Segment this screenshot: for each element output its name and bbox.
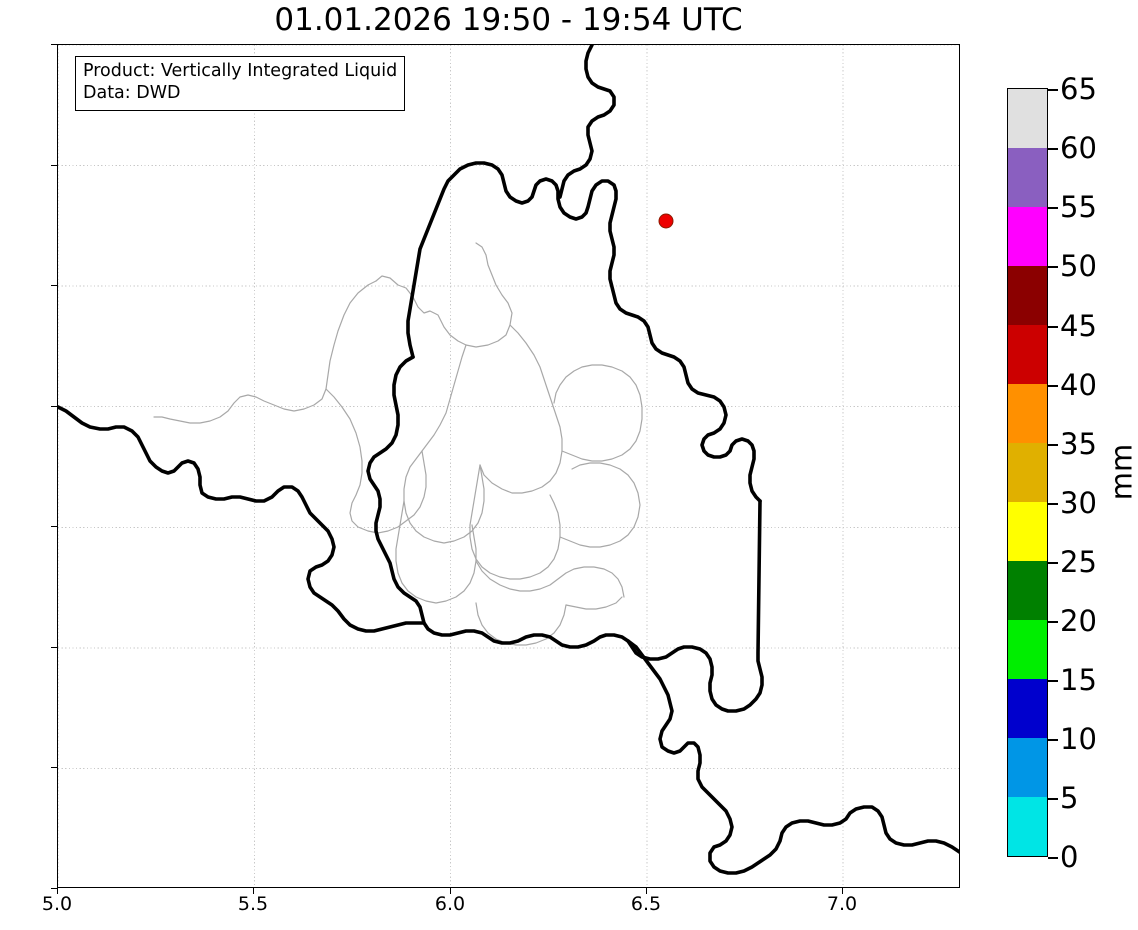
x-tickmark bbox=[253, 888, 254, 894]
colorbar-tickmark bbox=[1048, 621, 1058, 623]
x-tickmark bbox=[57, 888, 58, 894]
colorbar-tickmark bbox=[1048, 326, 1058, 328]
x-tick-label: 7.0 bbox=[826, 893, 858, 915]
colorbar-tickmark bbox=[1048, 89, 1058, 91]
colorbar-tickmark bbox=[1048, 266, 1058, 268]
colorbar-tickmark bbox=[1048, 680, 1058, 682]
colorbar-band-25-30 bbox=[1008, 502, 1047, 561]
colorbar-tick-label: 55 bbox=[1060, 190, 1097, 224]
y-tickmark bbox=[51, 767, 57, 768]
colorbar-tick-label: 20 bbox=[1060, 604, 1097, 638]
y-tickmark bbox=[51, 285, 57, 286]
colorbar-band-55-60 bbox=[1008, 148, 1047, 207]
country-border-neighbours bbox=[58, 405, 426, 633]
x-tick-label: 5.5 bbox=[237, 893, 269, 915]
data-source-line: Data: DWD bbox=[83, 82, 181, 103]
colorbar[interactable] bbox=[1007, 88, 1048, 857]
colorbar-tick-label: 15 bbox=[1060, 663, 1097, 697]
colorbar-tickmark bbox=[1048, 385, 1058, 387]
y-tickmark bbox=[51, 526, 57, 527]
colorbar-tick-label: 40 bbox=[1060, 368, 1097, 402]
colorbar-tickmark bbox=[1048, 798, 1058, 800]
y-tickmark bbox=[51, 44, 57, 45]
colorbar-tick-label: 25 bbox=[1060, 545, 1097, 579]
canton-boundaries bbox=[153, 242, 643, 646]
colorbar-tick-label: 60 bbox=[1060, 131, 1097, 165]
country-border-north bbox=[558, 45, 616, 199]
gridlines-vertical bbox=[58, 45, 844, 887]
station-marker[interactable] bbox=[658, 213, 674, 229]
x-tick-label: 6.0 bbox=[434, 893, 466, 915]
figure-title: 01.01.2026 19:50 - 19:54 UTC bbox=[274, 2, 743, 38]
colorbar-band-45-50 bbox=[1008, 266, 1047, 325]
colorbar-band-30-35 bbox=[1008, 443, 1047, 502]
map-svg bbox=[58, 45, 959, 887]
colorbar-band-50-55 bbox=[1008, 207, 1047, 266]
colorbar-unit-label: mm bbox=[1104, 443, 1138, 501]
colorbar-band-10-15 bbox=[1008, 679, 1047, 738]
colorbar-tick-label: 50 bbox=[1060, 249, 1097, 283]
product-info-box: Product: Vertically Integrated Liquid Da… bbox=[75, 56, 406, 111]
colorbar-tickmark bbox=[1048, 739, 1058, 741]
y-tickmark bbox=[51, 165, 57, 166]
colorbar-band-15-20 bbox=[1008, 620, 1047, 679]
x-tick-label: 5.0 bbox=[41, 893, 73, 915]
colorbar-band-0-5 bbox=[1008, 797, 1047, 856]
x-tickmark bbox=[842, 888, 843, 894]
country-border-luxembourg bbox=[366, 161, 764, 713]
x-tick-label: 6.5 bbox=[630, 893, 662, 915]
colorbar-tickmark bbox=[1048, 148, 1058, 150]
x-tickmark bbox=[646, 888, 647, 894]
colorbar-tickmark bbox=[1048, 503, 1058, 505]
gridlines-horizontal bbox=[58, 45, 959, 769]
colorbar-tick-label: 30 bbox=[1060, 486, 1097, 520]
colorbar-tick-label: 5 bbox=[1060, 781, 1079, 815]
product-line: Product: Vertically Integrated Liquid bbox=[83, 61, 398, 81]
colorbar-band-60-65 bbox=[1008, 89, 1047, 148]
colorbar-band-5-10 bbox=[1008, 738, 1047, 797]
colorbar-tick-label: 10 bbox=[1060, 722, 1097, 756]
colorbar-tickmark bbox=[1048, 857, 1058, 859]
map-canvas: Product: Vertically Integrated Liquid Da… bbox=[58, 45, 959, 887]
colorbar-tick-label: 35 bbox=[1060, 427, 1097, 461]
colorbar-tickmark bbox=[1048, 207, 1058, 209]
country-border-southeast bbox=[626, 639, 959, 875]
colorbar-tickmark bbox=[1048, 562, 1058, 564]
colorbar-band-35-40 bbox=[1008, 384, 1047, 443]
x-tickmark bbox=[450, 888, 451, 894]
colorbar-tickmark bbox=[1048, 444, 1058, 446]
colorbar-band-20-25 bbox=[1008, 561, 1047, 620]
colorbar-tick-label: 0 bbox=[1060, 840, 1079, 874]
y-tickmark bbox=[51, 406, 57, 407]
colorbar-tick-label: 45 bbox=[1060, 309, 1097, 343]
colorbar-band-40-45 bbox=[1008, 325, 1047, 384]
colorbar-tick-label: 65 bbox=[1060, 72, 1097, 106]
y-tickmark bbox=[51, 647, 57, 648]
map-plot-area[interactable]: Product: Vertically Integrated Liquid Da… bbox=[57, 44, 960, 888]
y-axis: 49.0 49.2 49.4 49.6 49.8 50.0 50.2 50.4 bbox=[0, 0, 57, 930]
y-tickmark bbox=[51, 888, 57, 889]
